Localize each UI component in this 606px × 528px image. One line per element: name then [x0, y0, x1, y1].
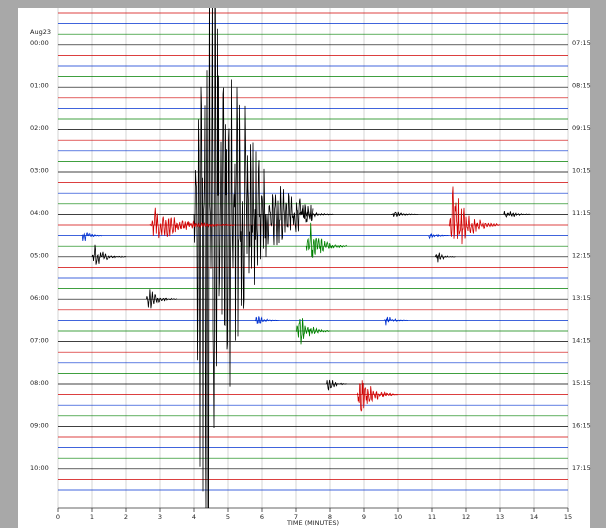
x-tick-label: 3	[158, 513, 162, 521]
event-waveform	[254, 316, 279, 325]
event-waveform	[326, 379, 347, 391]
x-tick-label: 1	[90, 513, 94, 521]
x-tick-label: 6	[260, 513, 264, 521]
right-time-label: 14:15	[572, 337, 591, 345]
left-time-label: 03:00	[30, 167, 49, 175]
event-waveform	[146, 289, 177, 309]
x-tick-label: 15	[564, 513, 572, 521]
left-time-label: 09:00	[30, 422, 49, 430]
left-time-label: 10:00	[30, 464, 49, 472]
x-tick-label: 7	[294, 513, 298, 521]
x-tick-label: 14	[530, 513, 538, 521]
left-time-label: 02:00	[30, 124, 49, 132]
event-waveform	[428, 232, 449, 240]
event-waveform	[295, 318, 331, 345]
event-waveform	[299, 207, 334, 219]
right-time-label: 10:15	[572, 167, 591, 175]
event-waveform	[391, 211, 419, 217]
x-tick-label: 12	[462, 513, 470, 521]
x-tick-label: 5	[226, 513, 230, 521]
x-tick-label: 11	[428, 513, 436, 521]
event-waveform	[384, 316, 408, 326]
date-label: Aug23	[30, 28, 51, 36]
left-time-label: 08:00	[30, 379, 49, 387]
left-time-label: 06:00	[30, 294, 49, 302]
left-time-label: 07:00	[30, 337, 49, 345]
event-waveform	[435, 252, 456, 263]
right-time-label: 13:15	[572, 294, 591, 302]
x-tick-label: 10	[394, 513, 402, 521]
right-time-label: 08:15	[572, 82, 591, 90]
right-time-label: 12:15	[572, 252, 591, 260]
x-axis-label: TIME (MINUTES)	[286, 519, 339, 527]
event-waveform	[193, 8, 314, 508]
left-time-label: 05:00	[30, 252, 49, 260]
x-tick-label: 0	[56, 513, 60, 521]
event-waveform	[81, 232, 102, 242]
right-time-label: 09:15	[572, 124, 591, 132]
event-waveform	[503, 211, 531, 218]
left-time-label: 04:00	[30, 209, 49, 217]
event-waveform	[91, 244, 127, 265]
right-time-label: 15:15	[572, 379, 591, 387]
right-time-label: 16:15	[572, 422, 591, 430]
right-time-label: 17:15	[572, 464, 591, 472]
left-time-label: 00:00	[30, 39, 49, 47]
x-tick-label: 2	[124, 513, 128, 521]
event-waveform	[149, 207, 235, 239]
x-tick-label: 4	[192, 513, 196, 521]
right-time-label: 07:15	[572, 39, 591, 47]
event-waveform	[356, 380, 399, 412]
event-waveform	[305, 222, 348, 258]
x-tick-label: 13	[496, 513, 504, 521]
x-tick-label: 8	[328, 513, 332, 521]
x-tick-label: 9	[362, 513, 366, 521]
right-time-label: 11:15	[572, 209, 591, 217]
paper	[18, 8, 590, 528]
left-time-label: 01:00	[30, 82, 49, 90]
event-waveform	[448, 186, 501, 245]
